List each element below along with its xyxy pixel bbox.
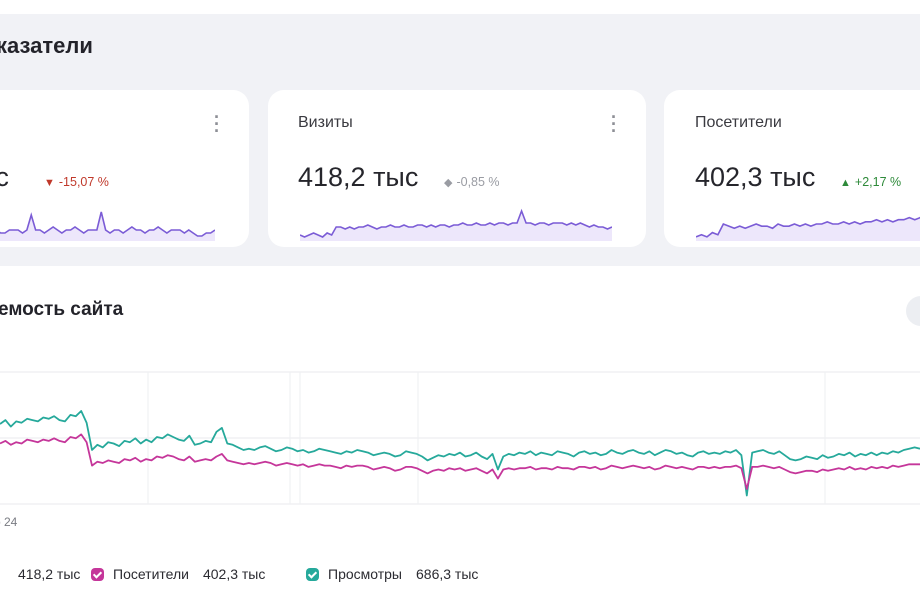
legend-item-visits[interactable]: 418,2 тыс — [4, 566, 80, 582]
metric-label: Визиты — [298, 114, 353, 131]
metric-delta: ▲ +2,17 % — [840, 175, 901, 189]
legend-item-visitors[interactable]: Посетители 402,3 тыс — [91, 566, 265, 582]
sparkline-line — [300, 208, 612, 238]
chart-title: емость сайта — [0, 299, 124, 320]
metric-delta: ◆ -0,85 % — [444, 175, 500, 189]
delta-value: -15,07 % — [58, 175, 109, 189]
sparkline-area — [0, 212, 215, 241]
sparkline — [0, 211, 215, 241]
legend-item-views[interactable]: Просмотры 686,3 тыс — [306, 566, 478, 582]
sparkline-area — [696, 217, 920, 241]
sparkline — [300, 208, 612, 241]
series-line-visitors — [0, 433, 920, 490]
legend-label: Посетители — [113, 566, 189, 582]
metric-card-visits[interactable]: Визиты · · · 418,2 тыс ◆ -0,85 % — [268, 90, 646, 247]
chart-legend: 418,2 тыс Посетители 402,3 тыс Просмотры 6… — [0, 566, 920, 586]
sparkline-line — [696, 216, 920, 238]
sparkline-area — [300, 211, 612, 241]
legend-value: 686,3 тыс — [416, 566, 479, 582]
metric-value: ыс — [0, 162, 9, 192]
kebab-icon[interactable]: · · · — [611, 107, 617, 141]
metric-card-pageviews[interactable]: ··· ыс ▼-15,07 % — [0, 90, 249, 247]
checkbox-checked-icon[interactable] — [91, 568, 104, 581]
metric-card-visitors[interactable]: Посетители 402,3 тыс ▲ +2,17 % — [664, 90, 920, 247]
triangle-up-icon: ▲ — [840, 177, 851, 189]
traffic-line-chart — [0, 371, 920, 505]
section-title: казатели — [0, 33, 93, 58]
chart-options-button[interactable] — [906, 296, 920, 326]
metric-value: 418,2 тыс — [298, 162, 419, 192]
series-line-views — [0, 410, 920, 497]
delta-value: -0,85 % — [456, 175, 500, 189]
legend-value: 402,3 тыс — [202, 566, 266, 582]
legend-label: Просмотры — [328, 566, 402, 582]
sparkline — [696, 216, 920, 241]
checkbox-checked-icon[interactable] — [306, 568, 319, 581]
metric-value: 402,3 тыс — [695, 162, 816, 192]
metric-delta: ▼ -15,07 % — [44, 175, 109, 189]
sparkline-line — [0, 211, 215, 237]
triangle-down-icon: ▼ — [44, 177, 55, 189]
diamond-icon: ◆ — [444, 177, 453, 189]
metric-label: Посетители — [695, 114, 782, 131]
delta-value: +2,17 % — [854, 175, 902, 189]
x-tick-label: р 24 — [0, 515, 18, 529]
legend-value: 418,2 тыс — [18, 566, 81, 582]
kebab-icon[interactable]: · · · — [214, 107, 220, 141]
